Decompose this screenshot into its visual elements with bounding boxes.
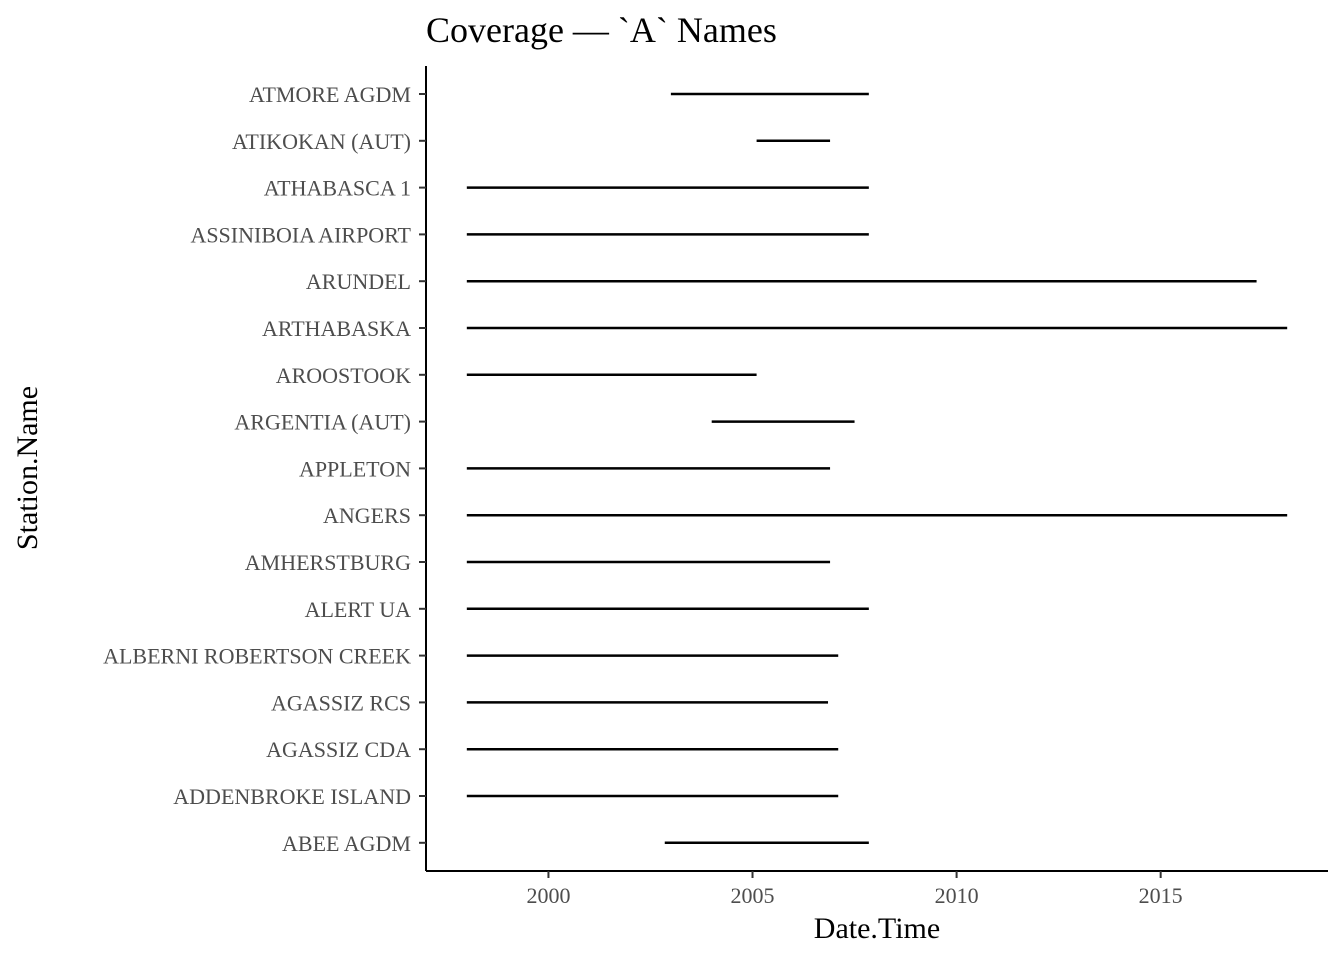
y-tick-label: ALERT UA <box>305 597 412 622</box>
x-axis: 2000 2005 2010 2015 <box>526 871 1183 908</box>
y-axis: ABEE AGDM ADDENBROKE ISLAND AGASSIZ CDA AGA… <box>103 82 426 856</box>
y-tick-label: ALBERNI ROBERTSON CREEK <box>103 644 411 669</box>
y-tick-label: APPLETON <box>299 456 411 481</box>
plot-area <box>466 92 1288 845</box>
y-tick-label: ARUNDEL <box>306 269 411 294</box>
y-tick-label: ADDENBROKE ISLAND <box>173 784 411 809</box>
y-tick-label: AGASSIZ RCS <box>271 690 411 715</box>
y-tick-label: ARGENTIA (AUT) <box>234 410 411 435</box>
x-tick-label: 2010 <box>935 883 979 908</box>
y-tick-label: AGASSIZ CDA <box>266 737 411 762</box>
y-tick-label: ANGERS <box>323 503 411 528</box>
y-tick-label: ARTHABASKA <box>262 316 411 341</box>
x-axis-title: Date.Time <box>814 912 940 945</box>
y-tick-label: ASSINIBOIA AIRPORT <box>190 222 411 247</box>
chart-title: Coverage — `A` Names <box>426 10 777 50</box>
y-axis-title: Station.Name <box>11 386 44 550</box>
y-tick-label: ATMORE AGDM <box>249 82 411 107</box>
y-tick-label: ATHABASCA 1 <box>264 176 411 201</box>
y-tick-label: ABEE AGDM <box>282 831 411 856</box>
y-tick-label: AMHERSTBURG <box>245 550 411 575</box>
y-tick-label: AROOSTOOK <box>276 363 411 388</box>
x-tick-label: 2005 <box>731 883 775 908</box>
y-tick-label: ATIKOKAN (AUT) <box>232 129 411 154</box>
x-tick-label: 2000 <box>526 883 570 908</box>
x-tick-label: 2015 <box>1139 883 1183 908</box>
